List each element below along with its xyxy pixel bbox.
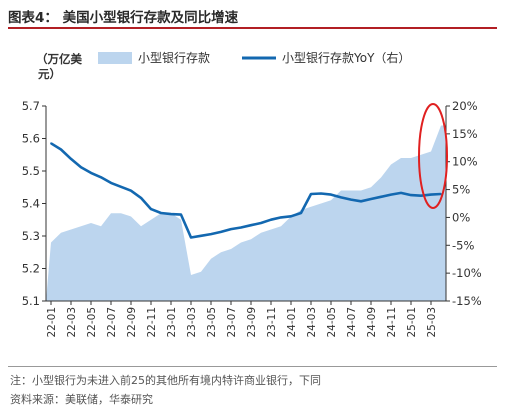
x-tick-label: 22-03 <box>66 307 78 338</box>
yoy-point <box>360 200 362 203</box>
legend: 小型银行存款 小型银行存款YoY（右） <box>98 50 410 65</box>
legend-area-swatch <box>98 52 132 64</box>
right-tick-label: -5% <box>452 238 474 252</box>
yoy-point <box>340 196 342 199</box>
x-axis: 22-01 22-03 22-05 22-07 22-09 22-11 23-01 23-03… <box>46 300 446 338</box>
yoy-point <box>210 233 212 236</box>
yoy-point <box>250 224 252 227</box>
yoy-point <box>310 193 312 195</box>
x-tick-label: 23-07 <box>226 307 238 338</box>
x-tick-label: 24-01 <box>286 307 298 338</box>
x-tick-label: 23-05 <box>206 307 218 338</box>
plot-area <box>46 125 446 301</box>
yoy-point <box>130 189 132 192</box>
yoy-point <box>60 148 62 151</box>
x-tick-label: 24-11 <box>386 307 398 338</box>
yoy-point <box>50 142 52 145</box>
left-axis: 5.7 5.6 5.5 5.4 5.3 5.2 5.1 <box>22 99 47 308</box>
yoy-point <box>70 158 72 160</box>
x-tick-label: 24-03 <box>306 307 318 338</box>
highlight-ellipse <box>418 103 448 209</box>
right-tick-label: 15% <box>452 127 478 141</box>
yoy-point <box>200 234 202 237</box>
left-tick-label: 5.5 <box>22 164 40 178</box>
right-tick-label: 20% <box>452 99 478 113</box>
yoy-point <box>180 213 182 216</box>
right-axis: 20% 15% 10% 5% 0% -5% -10% -15% <box>445 99 482 308</box>
yoy-point <box>240 226 242 229</box>
yoy-point <box>430 193 432 196</box>
x-tick-label: 25-01 <box>406 307 418 338</box>
yoy-point <box>290 215 292 218</box>
right-tick-label: 5% <box>452 183 470 197</box>
x-tick-label: 22-11 <box>146 307 158 338</box>
yoy-point <box>120 185 122 188</box>
yoy-point <box>220 231 222 233</box>
left-axis-label-line1: （万亿美 <box>36 52 82 66</box>
yoy-point <box>400 192 402 194</box>
x-tick-label: 23-09 <box>246 307 258 338</box>
yoy-point <box>370 198 372 200</box>
left-tick-label: 5.7 <box>22 99 40 113</box>
x-tick-label: 22-09 <box>126 307 138 338</box>
yoy-point <box>140 197 142 199</box>
yoy-point <box>190 236 192 239</box>
yoy-point <box>160 212 162 214</box>
yoy-point <box>330 193 332 196</box>
yoy-point <box>380 195 382 198</box>
yoy-point <box>300 212 302 214</box>
right-tick-label: -10% <box>452 266 482 280</box>
x-tick-label: 22-01 <box>46 307 58 338</box>
yoy-point <box>150 208 152 211</box>
source-note: 资料来源：美联储，华泰研究 <box>10 393 153 406</box>
yoy-point <box>80 166 82 169</box>
right-tick-label: 0% <box>452 210 470 224</box>
left-tick-label: 5.1 <box>22 294 40 308</box>
annotations <box>418 103 448 209</box>
yoy-point <box>90 172 92 174</box>
footnote: 注：小型银行为未进入前25的其他所有境内特许商业银行，下同 <box>10 374 321 387</box>
yoy-point <box>350 198 352 201</box>
title-rule <box>8 27 497 29</box>
left-tick-label: 5.4 <box>22 197 40 211</box>
yoy-point <box>260 222 262 224</box>
yoy-point <box>100 176 102 179</box>
left-tick-label: 5.2 <box>22 262 40 276</box>
x-tick-label: 22-05 <box>86 307 98 338</box>
x-tick-label: 22-07 <box>106 307 118 338</box>
yoy-point <box>230 228 232 231</box>
x-tick-label: 23-01 <box>166 307 178 338</box>
left-tick-label: 5.3 <box>22 229 40 243</box>
yoy-point <box>420 194 422 197</box>
yoy-point <box>270 218 272 221</box>
x-tick-label: 25-03 <box>426 307 438 338</box>
yoy-point <box>110 182 112 184</box>
note-rule <box>8 366 497 367</box>
left-axis-label-line2: 元） <box>38 67 61 81</box>
yoy-point <box>320 192 322 195</box>
yoy-point <box>280 216 282 219</box>
yoy-line <box>50 142 442 239</box>
x-tick-label: 24-09 <box>366 307 378 338</box>
x-tick-label: 24-07 <box>346 307 358 338</box>
figure-title: 图表4： 美国小型银行存款及同比增速 <box>8 10 239 26</box>
x-tick-label: 24-05 <box>326 307 338 338</box>
chart: 小型银行存款 小型银行存款YoY（右） （万亿美 元） 5.7 5.6 5.5 5.4… <box>22 50 482 338</box>
left-tick-label: 5.6 <box>22 132 40 146</box>
right-tick-label: -15% <box>452 294 482 308</box>
yoy-point <box>170 213 172 216</box>
yoy-point <box>390 193 392 196</box>
deposits-area <box>46 125 446 301</box>
x-tick-label: 23-11 <box>266 307 278 338</box>
legend-line-label: 小型银行存款YoY（右） <box>282 50 410 65</box>
yoy-point <box>410 194 412 197</box>
legend-area-label: 小型银行存款 <box>138 51 210 65</box>
right-tick-label: 10% <box>452 155 478 169</box>
x-tick-label: 23-03 <box>186 307 198 338</box>
